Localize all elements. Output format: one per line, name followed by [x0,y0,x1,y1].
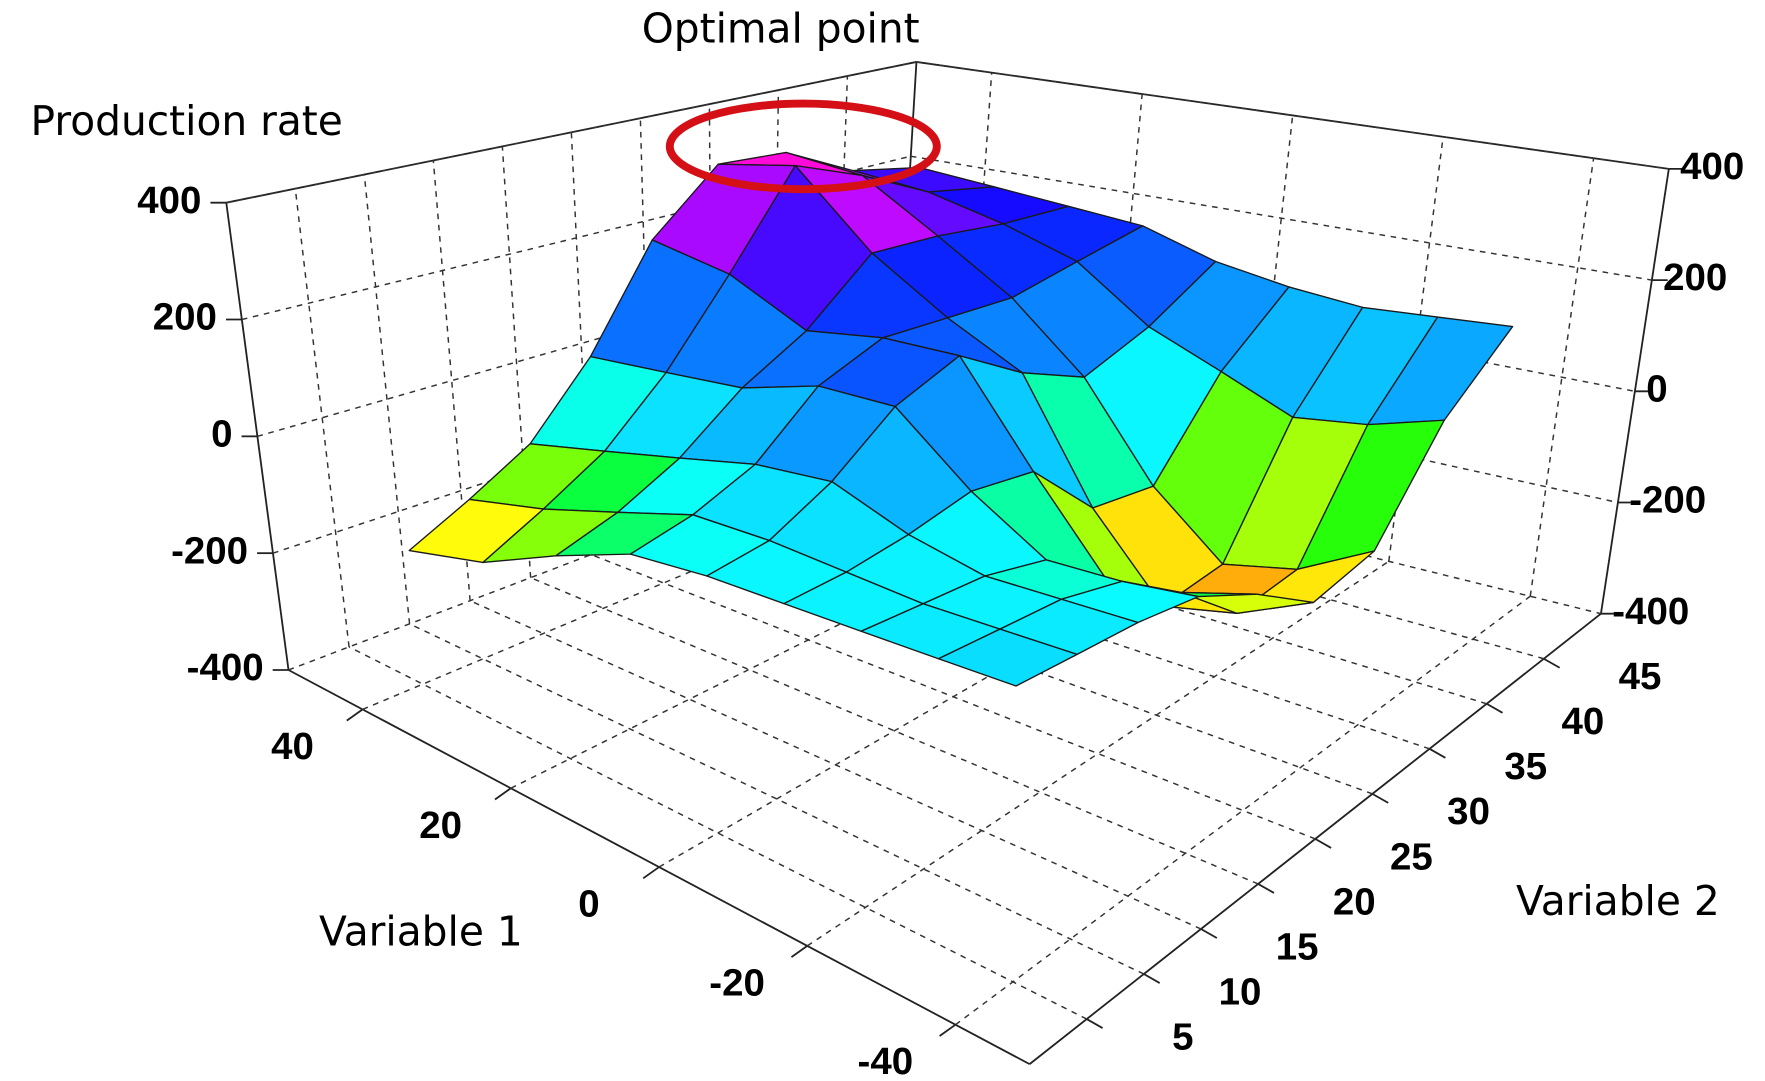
z-tick-label: 200 [153,296,217,339]
y-tick-mark [1257,883,1275,894]
z-axis-title: Production rate [31,97,343,145]
y-tick-label: 25 [1390,835,1433,878]
optimal-marker [665,99,941,194]
y-tick-mark [1371,793,1389,804]
z-tick-label: -400 [1612,590,1689,633]
y-tick-mark [1429,748,1446,759]
y-axis-title: Variable 2 [1516,877,1720,925]
z-tick-label: 0 [1646,367,1667,410]
floor-grid-line [651,530,1373,795]
x-tick-mark [642,866,660,880]
wall-grid-line [226,61,917,204]
y-tick-mark [1143,973,1161,984]
surface-cell [937,628,1078,687]
y-tick-label: 15 [1276,925,1319,968]
x-tick-mark [494,787,512,801]
z-tick-label: 400 [137,179,201,222]
y-tick-mark [1086,1018,1104,1029]
x-tick-mark [346,708,364,722]
x-tick-label: -20 [709,961,765,1004]
x-tick-mark [790,945,808,958]
annotation: Optimal point [642,5,920,53]
y-tick-label: 10 [1219,970,1262,1013]
wall-grid-line [363,174,411,624]
floor-grid-line [806,560,1390,947]
y-tick-label: 20 [1333,880,1376,923]
floor-grid-line [348,646,1088,1020]
z-tick-label: -200 [171,529,248,572]
y-tick-mark [1486,702,1503,714]
y-tick-label: 40 [1561,700,1604,743]
x-tick-label: 20 [419,804,462,847]
surface-layer [408,151,1514,687]
y-tick-mark [1200,928,1218,939]
y-tick-mark [1314,838,1332,849]
x-tick-mark [939,1023,957,1037]
wall-grid-line [294,188,350,647]
y-tick-label: 30 [1447,790,1490,833]
z-tick-label: -400 [187,646,264,689]
x-axis-title: Variable 1 [319,908,523,956]
z-tick-label: 0 [211,413,232,456]
floor-grid-line [530,576,1259,885]
floor-grid-line [469,600,1202,930]
z-tick-label: 400 [1680,145,1744,188]
y-tick-label: 45 [1619,655,1662,698]
wall-grid-line [241,155,911,321]
text-layer: Optimal point Production rate Variable 1… [31,5,1745,1081]
z-tick-label: 200 [1663,256,1727,299]
y-tick-label: 5 [1172,1016,1193,1059]
y-tick-mark [1543,657,1561,669]
wall-grid-line [910,155,1652,281]
x-tick-label: 0 [578,883,599,926]
z-tick-label: -200 [1629,479,1706,522]
floor-grid-line [590,553,1316,840]
x-tick-label: -40 [858,1040,914,1081]
x-tick-label: 40 [271,725,314,768]
y-tick-label: 35 [1504,745,1547,788]
wall-grid-line [899,344,1619,504]
wall-grid-line [916,61,1669,170]
